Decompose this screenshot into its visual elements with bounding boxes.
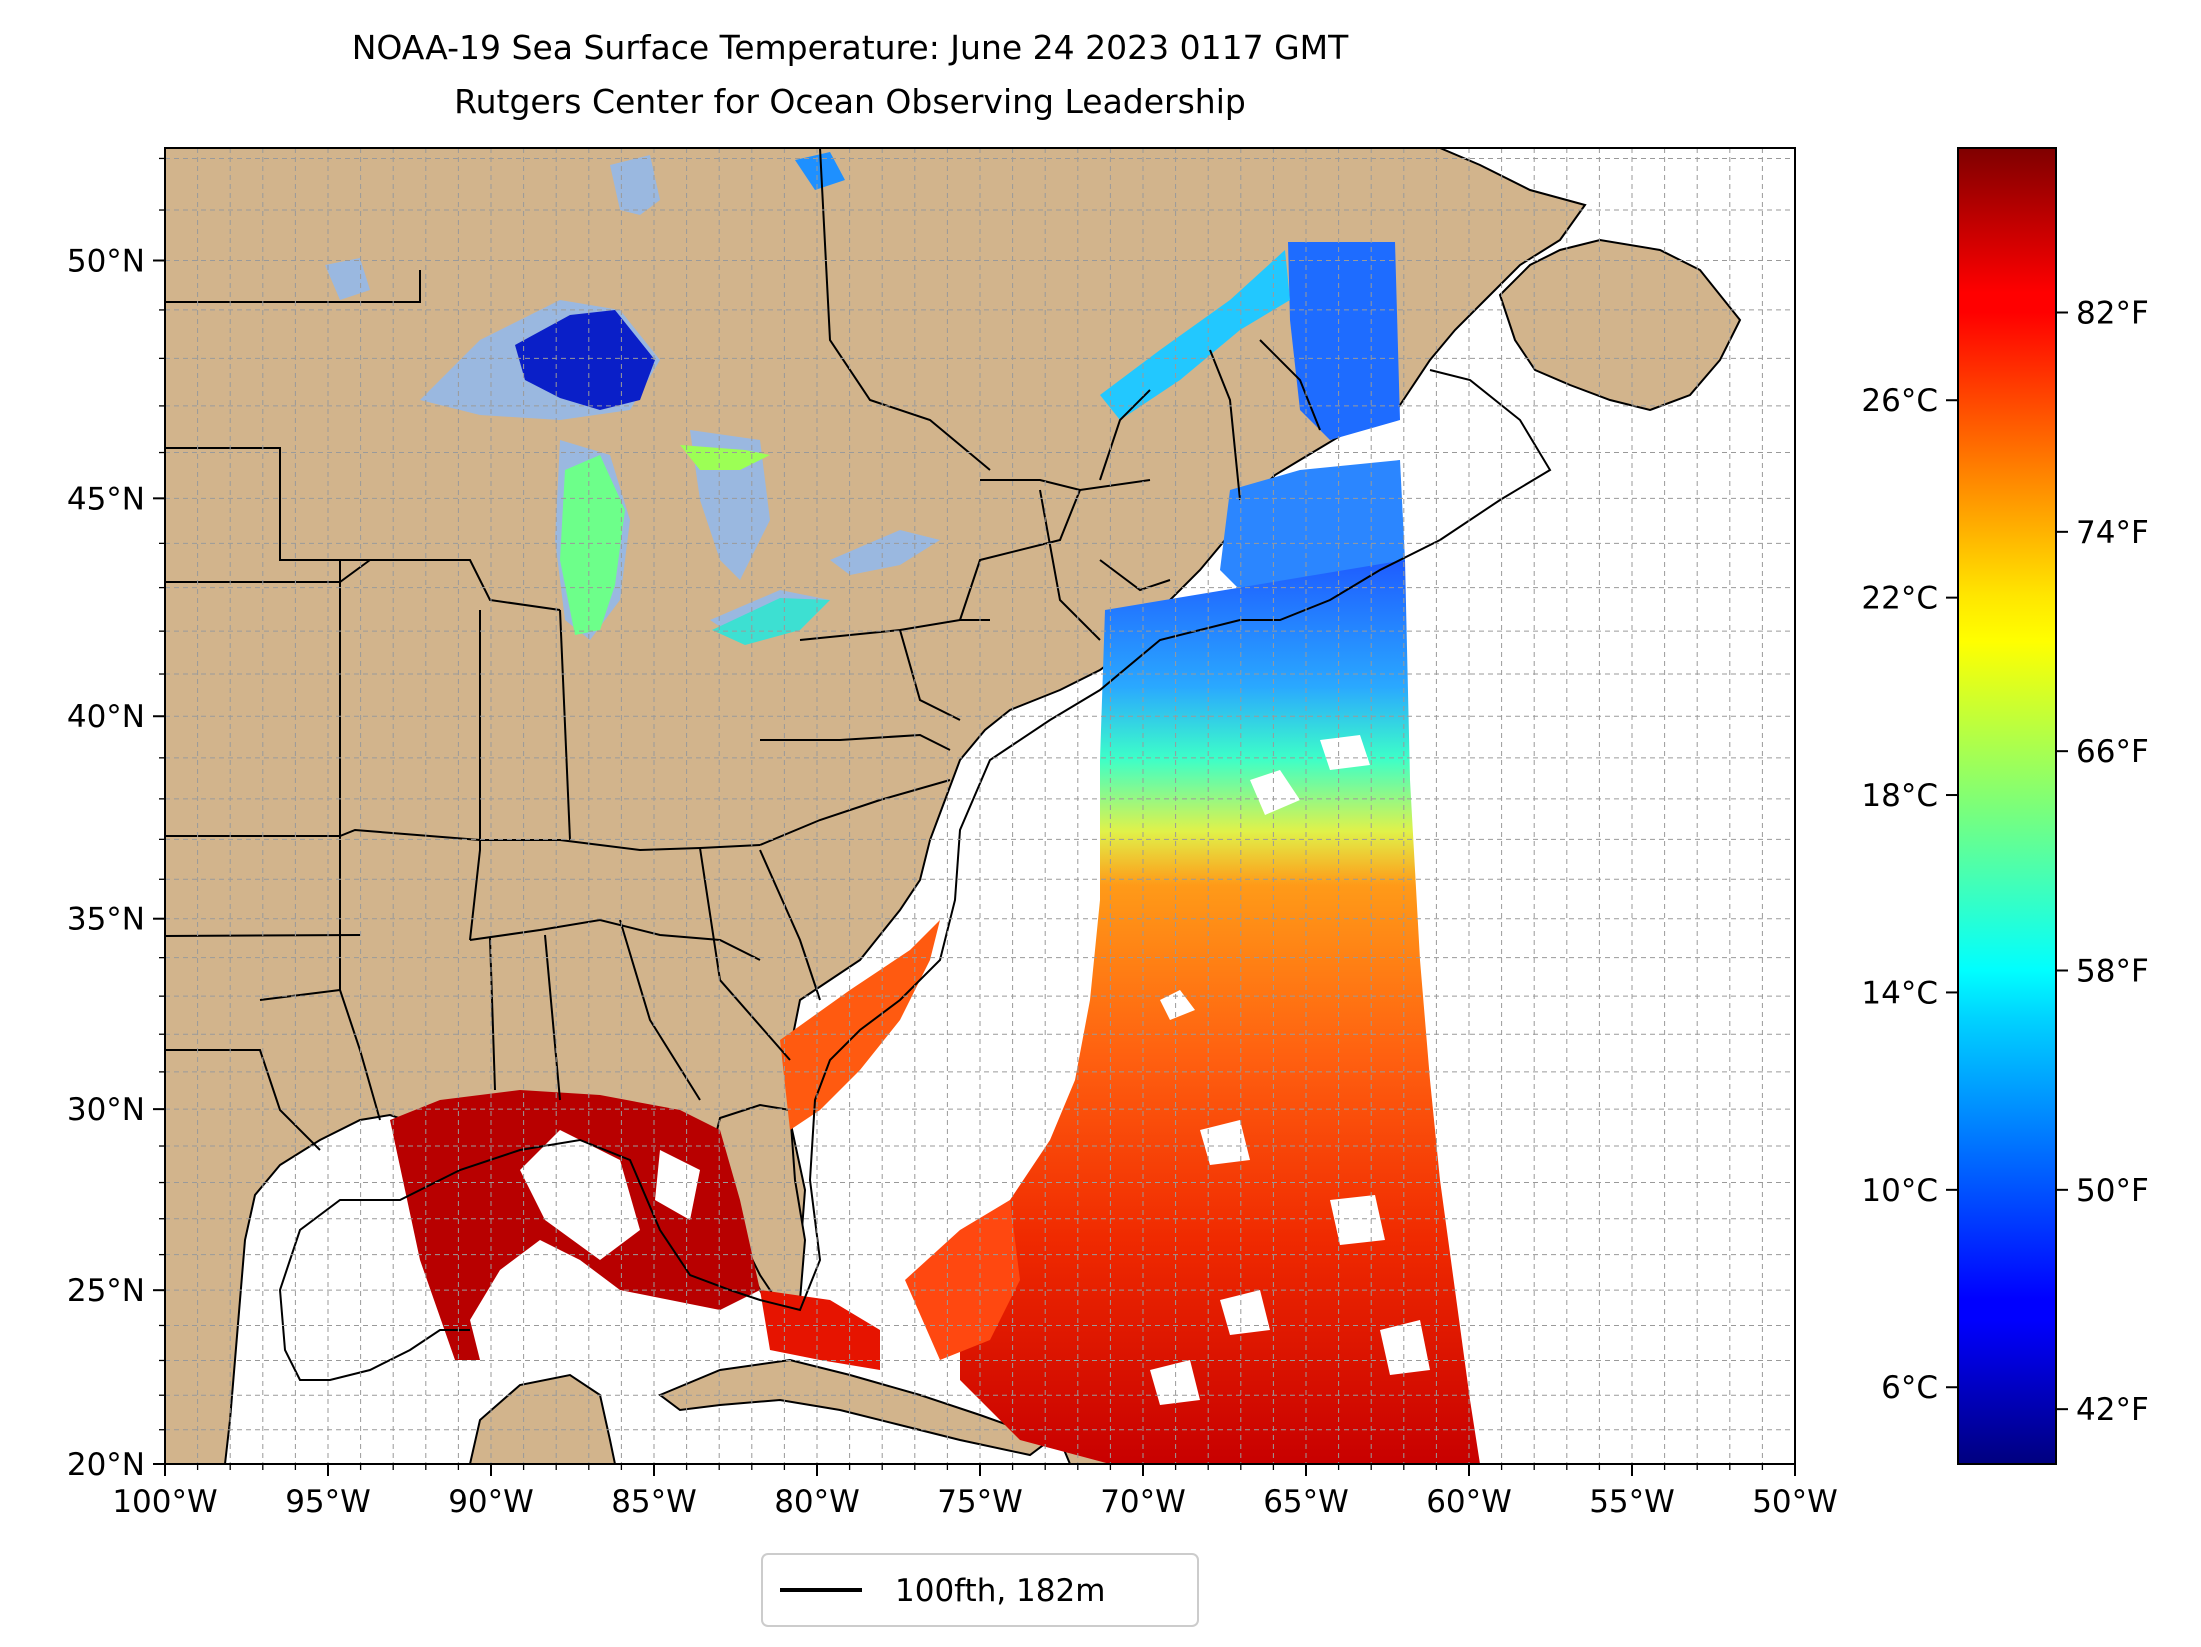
- sst-lake-erie: [712, 598, 830, 645]
- longitude-axis: 100°W 95°W 90°W 85°W 80°W 75°W 70°W 65°W 60°W 55°…: [112, 1464, 1838, 1520]
- land-yucatan: [468, 1373, 617, 1464]
- lon-tick-label: 100°W: [112, 1484, 217, 1520]
- sst-lake-nipigon: [795, 152, 845, 190]
- colorbar-f-label: 42°F: [2076, 1392, 2149, 1428]
- lon-tick-label: 70°W: [1100, 1484, 1186, 1520]
- colorbar-f-label: 58°F: [2076, 954, 2149, 990]
- colorbar-c-label: 22°C: [1861, 581, 1938, 617]
- lon-tick-label: 80°W: [774, 1484, 860, 1520]
- lon-tick-label: 65°W: [1263, 1484, 1349, 1520]
- lat-tick-label: 30°N: [67, 1092, 145, 1128]
- lon-tick-label: 90°W: [448, 1484, 534, 1520]
- sst-lake-superior: [515, 310, 655, 410]
- lat-tick-label: 50°N: [67, 243, 145, 279]
- map-subtitle: Rutgers Center for Ocean Observing Leade…: [454, 82, 1246, 121]
- map-content: [165, 148, 1742, 1464]
- lon-tick-label: 60°W: [1426, 1484, 1512, 1520]
- sst-bahamas: [905, 1200, 1020, 1360]
- lon-tick-label: 75°W: [937, 1484, 1023, 1520]
- colorbar: [1957, 147, 2057, 1465]
- lat-tick-label: 40°N: [67, 699, 145, 735]
- colorbar-c-label: 26°C: [1861, 383, 1938, 419]
- colorbar-c-label: 6°C: [1881, 1370, 1938, 1406]
- isobath-100fth: [278, 539, 1441, 1381]
- lat-tick-label: 35°N: [67, 902, 145, 938]
- colorbar-f-label: 74°F: [2076, 515, 2149, 551]
- sst-lake-huron: [680, 445, 770, 470]
- land-cuba: [658, 1358, 1053, 1457]
- colorbar-c-label: 14°C: [1861, 975, 1938, 1011]
- sst-lake-michigan: [560, 455, 625, 635]
- sst-south-atlantic-bight: [780, 920, 940, 1130]
- colorbar-f-label: 82°F: [2076, 296, 2149, 332]
- lon-tick-label: 85°W: [611, 1484, 697, 1520]
- sst-gulf-st-lawrence: [1288, 242, 1400, 440]
- map-title: NOAA-19 Sea Surface Temperature: June 24…: [351, 28, 1349, 67]
- lon-tick-label: 55°W: [1589, 1484, 1675, 1520]
- cloud-mask: [520, 735, 1430, 1405]
- lon-tick-label: 50°W: [1752, 1484, 1838, 1520]
- lat-tick-label: 45°N: [67, 481, 145, 517]
- colorbar-c-label: 18°C: [1861, 778, 1938, 814]
- isobath-legend: 100fth, 182m: [761, 1553, 1199, 1627]
- map-gridlines: [165, 148, 1795, 1464]
- lat-tick-label: 25°N: [67, 1273, 145, 1309]
- isobath-100fth-north: [1429, 369, 1552, 541]
- colorbar-celsius-axis: 6°C 10°C 14°C 18°C 22°C 26°C: [1861, 383, 1958, 1406]
- colorbar-f-label: 50°F: [2076, 1173, 2149, 1209]
- colorbar-fahrenheit-axis: 42°F 50°F 58°F 66°F 74°F 82°F: [2056, 296, 2149, 1428]
- colorbar-c-label: 10°C: [1861, 1173, 1938, 1209]
- land-newfoundland: [1498, 238, 1742, 412]
- sst-st-lawrence-estuary: [1100, 250, 1290, 420]
- latitude-axis: 20°N 25°N 30°N 35°N 40°N 45°N 50°N: [67, 157, 165, 1483]
- lon-tick-label: 95°W: [285, 1484, 371, 1520]
- colorbar-f-label: 66°F: [2076, 734, 2149, 770]
- lat-tick-label: 20°N: [67, 1447, 145, 1483]
- legend-label: 100fth, 182m: [895, 1573, 1105, 1609]
